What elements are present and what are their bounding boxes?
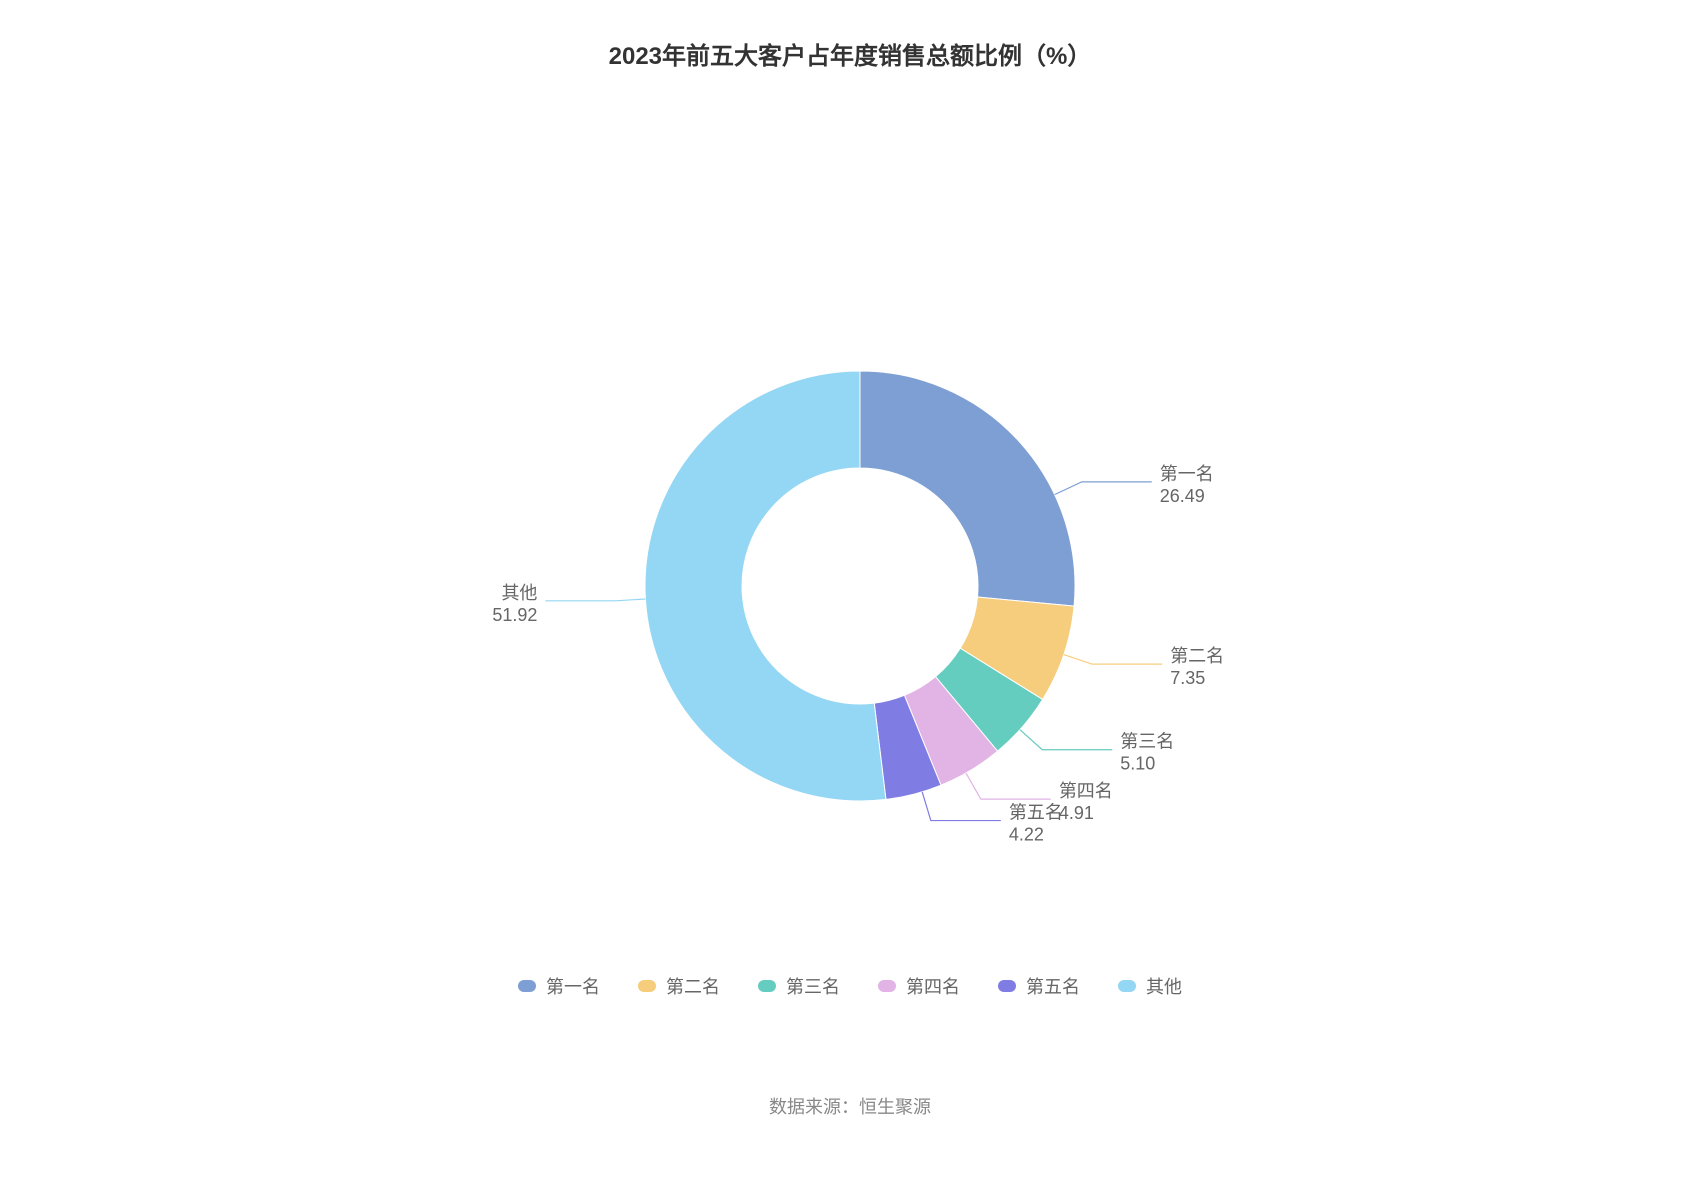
legend-dot-icon xyxy=(518,980,536,992)
donut-slice[interactable] xyxy=(860,371,1075,606)
leader-line xyxy=(1064,655,1162,665)
leader-line xyxy=(1055,482,1152,495)
legend-dot-icon xyxy=(638,980,656,992)
legend-label: 第一名 xyxy=(546,973,600,999)
slice-label-name: 其他 xyxy=(501,583,537,603)
leader-line xyxy=(922,792,1001,821)
legend-dot-icon xyxy=(758,980,776,992)
leader-line xyxy=(545,599,645,601)
legend: 第一名 第二名 第三名 第四名 第五名 其他 xyxy=(0,973,1700,999)
legend-item[interactable]: 第三名 xyxy=(758,973,840,999)
donut-slice[interactable] xyxy=(645,371,886,801)
legend-item[interactable]: 其他 xyxy=(1118,973,1182,999)
legend-dot-icon xyxy=(1118,980,1136,992)
slice-label-value: 51.92 xyxy=(492,605,537,625)
legend-label: 第二名 xyxy=(666,973,720,999)
legend-item[interactable]: 第一名 xyxy=(518,973,600,999)
leader-line xyxy=(966,773,1051,799)
slice-label-name: 第三名 xyxy=(1120,732,1174,752)
legend-item[interactable]: 第二名 xyxy=(638,973,720,999)
slice-label-value: 4.91 xyxy=(1059,803,1094,823)
chart-footer: 数据来源：恒生聚源 xyxy=(0,1093,1700,1119)
legend-label: 第五名 xyxy=(1026,973,1080,999)
leader-line xyxy=(1020,730,1112,750)
legend-dot-icon xyxy=(878,980,896,992)
legend-item[interactable]: 第四名 xyxy=(878,973,960,999)
legend-label: 其他 xyxy=(1146,973,1182,999)
donut-chart-svg: 第一名26.49 第二名7.35 第三名5.10 第四名4.91第五名4.22 其他51… xyxy=(200,106,1500,926)
legend-item[interactable]: 第五名 xyxy=(998,973,1080,999)
slice-label-value: 26.49 xyxy=(1160,486,1205,506)
legend-dot-icon xyxy=(998,980,1016,992)
slice-label-name: 第四名 xyxy=(1059,781,1113,801)
chart-title: 2023年前五大客户占年度销售总额比例（%） xyxy=(0,0,1700,71)
slice-label-name: 第五名 xyxy=(1009,803,1063,823)
legend-label: 第四名 xyxy=(906,973,960,999)
slice-label-value: 4.22 xyxy=(1009,825,1044,845)
slice-label-name: 第一名 xyxy=(1160,464,1214,484)
slice-label-name: 第二名 xyxy=(1170,646,1224,666)
legend-label: 第三名 xyxy=(786,973,840,999)
chart-wrap: 2023年前五大客户占年度销售总额比例（%） 第一名26.49第二名7.35第三… xyxy=(0,0,1700,1200)
slice-label-value: 7.35 xyxy=(1170,668,1205,688)
slice-label-value: 5.10 xyxy=(1120,754,1155,774)
